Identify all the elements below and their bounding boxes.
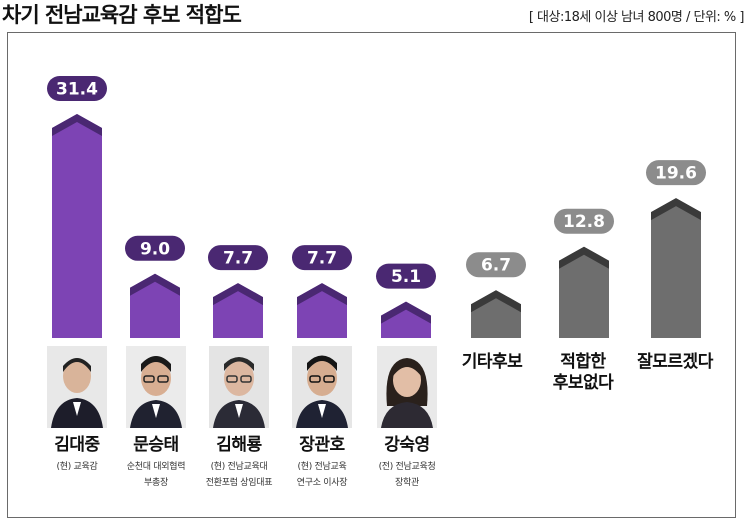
candidate-desc: 순천대 대외협력	[126, 462, 186, 472]
bar	[559, 246, 609, 338]
candidate-desc: (현) 교육감	[56, 462, 98, 472]
value-label: 19.6	[655, 164, 697, 184]
candidate-photo-1	[47, 346, 107, 428]
candidate-desc: (현) 전남교육	[297, 462, 347, 472]
bar	[297, 283, 347, 338]
value-label-bg	[466, 252, 526, 278]
value-label: 7.7	[223, 249, 253, 269]
candidate-name: 강숙영	[384, 435, 430, 455]
bar	[651, 198, 701, 338]
bar-cap	[213, 283, 263, 306]
candidate-photo-4	[292, 346, 352, 428]
candidate-desc: (전) 전남교육청	[378, 462, 436, 472]
value-label-bg	[47, 76, 107, 101]
candidate-desc: 부총장	[144, 478, 168, 488]
value-label-bg	[376, 263, 436, 289]
survey-note: [ 대상:18세 이상 남녀 800명 / 단위: % ]	[528, 10, 745, 25]
value-label-bg	[292, 245, 352, 271]
bar	[213, 283, 263, 338]
candidate-desc: (현) 전남교육대	[210, 462, 268, 472]
candidate-photo-3	[209, 346, 269, 428]
bar-cap	[297, 283, 347, 306]
candidate-desc: 장학관	[395, 478, 419, 488]
candidate-name: 김해룡	[216, 435, 262, 455]
bar-cap	[130, 273, 180, 296]
value-label: 31.4	[56, 80, 98, 100]
bar-cap	[559, 246, 609, 269]
value-label-bg	[208, 245, 268, 271]
category-label-unknown: 잘모르겠다	[637, 352, 713, 372]
candidate-desc: 전환포럼 상임대표	[205, 478, 273, 488]
chart-frame	[7, 32, 736, 518]
category-label-none: 후보없다	[552, 373, 614, 393]
value-label-bg	[125, 235, 185, 261]
value-label: 12.8	[563, 212, 605, 232]
candidate-name: 장관호	[299, 435, 345, 455]
chart-title: 차기 전남교육감 후보 적합도	[2, 3, 242, 27]
bar-cap	[651, 198, 701, 221]
candidate-photo-2	[126, 346, 186, 428]
value-label-bg	[554, 208, 614, 234]
bar-cap	[52, 114, 102, 136]
value-label: 9.0	[140, 239, 170, 259]
bar-cap	[471, 290, 521, 313]
candidate-desc: 연구소 이사장	[296, 478, 348, 488]
category-label-other: 기타후보	[461, 352, 523, 372]
candidate-photo-5	[377, 346, 437, 428]
bar	[130, 273, 180, 338]
candidate-name: 문승태	[133, 435, 179, 455]
bar-cap	[381, 301, 431, 324]
value-label-bg	[646, 160, 706, 186]
value-label: 6.7	[481, 256, 511, 276]
value-label: 7.7	[307, 249, 337, 269]
bar	[52, 114, 102, 338]
value-label: 5.1	[391, 267, 421, 287]
category-label-none: 적합한	[560, 352, 606, 372]
candidate-name: 김대중	[54, 435, 100, 455]
